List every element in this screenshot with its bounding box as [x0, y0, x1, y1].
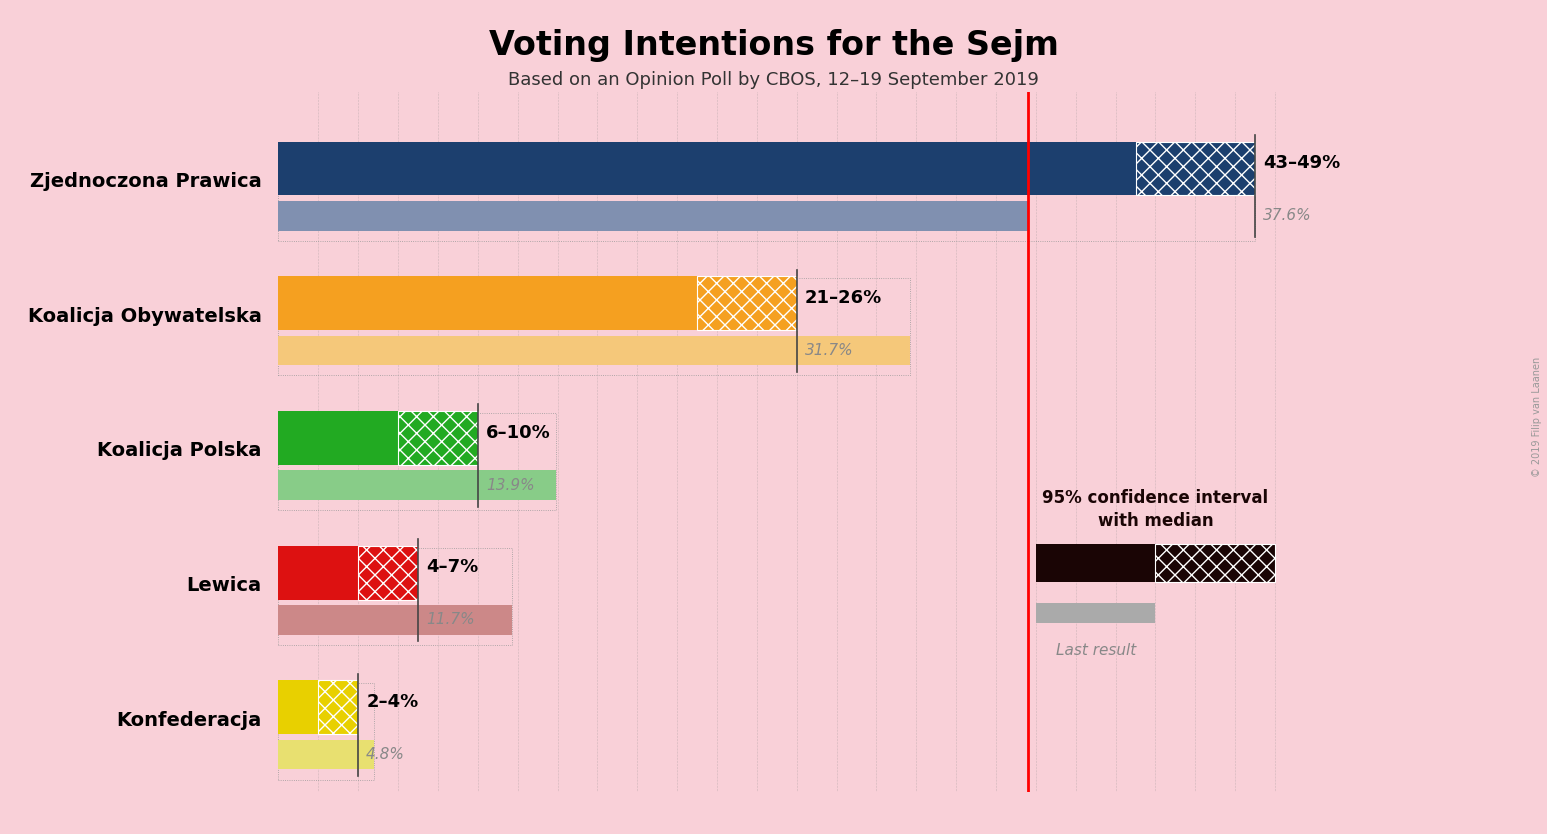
Bar	[1135, 142, 1255, 195]
Text: 95% confidence interval
with median: 95% confidence interval with median	[1043, 489, 1269, 530]
Bar	[278, 411, 398, 465]
Text: 31.7%: 31.7%	[804, 343, 854, 358]
Bar	[278, 201, 1027, 230]
Bar	[278, 545, 359, 600]
Bar	[278, 470, 555, 500]
Bar	[359, 545, 418, 600]
Bar	[1156, 545, 1275, 582]
Bar	[698, 276, 797, 330]
Text: 37.6%: 37.6%	[1262, 208, 1312, 224]
Bar	[319, 681, 359, 735]
Text: 11.7%: 11.7%	[425, 612, 475, 627]
Text: 21–26%: 21–26%	[804, 289, 882, 307]
Text: © 2019 Filip van Laanen: © 2019 Filip van Laanen	[1533, 357, 1542, 477]
Bar	[278, 276, 698, 330]
Text: 43–49%: 43–49%	[1262, 154, 1340, 172]
Text: 4–7%: 4–7%	[425, 558, 478, 576]
Bar	[278, 605, 512, 635]
Text: 6–10%: 6–10%	[486, 424, 551, 441]
Text: Last result: Last result	[1055, 643, 1135, 658]
Bar	[1036, 603, 1156, 623]
Bar	[1036, 545, 1156, 582]
Bar	[278, 740, 374, 770]
Bar	[278, 335, 910, 365]
Bar	[398, 411, 478, 465]
Text: 4.8%: 4.8%	[367, 747, 405, 762]
Text: Based on an Opinion Poll by CBOS, 12–19 September 2019: Based on an Opinion Poll by CBOS, 12–19 …	[507, 71, 1040, 89]
Text: Voting Intentions for the Sejm: Voting Intentions for the Sejm	[489, 29, 1058, 63]
Text: 13.9%: 13.9%	[486, 478, 534, 493]
Text: 2–4%: 2–4%	[367, 693, 418, 711]
Bar	[278, 681, 319, 735]
Bar	[278, 142, 1135, 195]
